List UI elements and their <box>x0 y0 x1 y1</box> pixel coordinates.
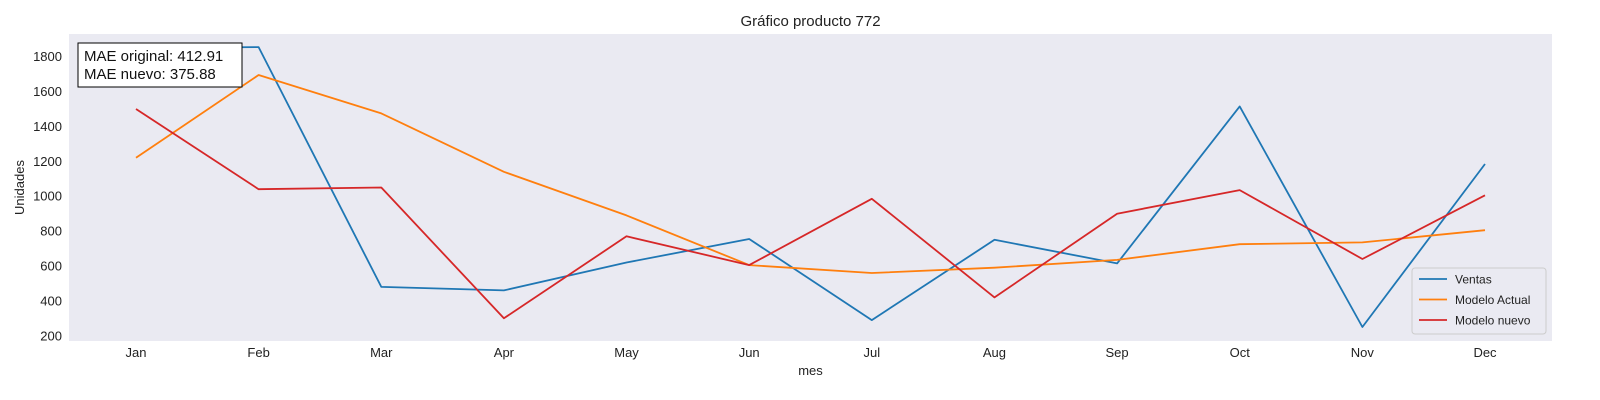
y-tick-label: 1600 <box>33 84 62 99</box>
x-axis-label: mes <box>798 363 823 378</box>
x-tick-label: Jan <box>126 345 147 360</box>
y-axis-ticks: 200 400 600 800 1000 1200 1400 1600 1800 <box>33 49 62 343</box>
series-line-modelo-actual <box>135 74 1486 274</box>
legend-label-modelo-actual: Modelo Actual <box>1455 293 1530 307</box>
x-tick-label: Sep <box>1106 345 1129 360</box>
y-tick-label: 200 <box>40 328 62 343</box>
x-tick-label: Feb <box>247 345 269 360</box>
y-tick-label: 600 <box>40 258 62 273</box>
x-tick-label: Aug <box>983 345 1006 360</box>
series-lines <box>135 46 1486 328</box>
y-tick-label: 800 <box>40 224 62 239</box>
legend-label-ventas: Ventas <box>1455 273 1492 287</box>
x-tick-label: Mar <box>370 345 393 360</box>
y-tick-label: 1800 <box>33 49 62 64</box>
x-tick-label: Dec <box>1473 345 1497 360</box>
x-tick-label: Jul <box>864 345 881 360</box>
legend: Ventas Modelo Actual Modelo nuevo <box>1411 267 1547 335</box>
legend-box <box>1411 267 1547 335</box>
legend-label-modelo-nuevo: Modelo nuevo <box>1455 314 1531 328</box>
y-tick-label: 1400 <box>33 119 62 134</box>
mae-annotation-box <box>77 42 243 88</box>
mae-annotation: MAE original: 412.91 MAE nuevo: 375.88 <box>77 42 243 88</box>
x-tick-label: Oct <box>1230 345 1251 360</box>
mae-original-text: MAE original: 412.91 <box>84 48 223 65</box>
x-tick-label: Nov <box>1351 345 1375 360</box>
x-tick-label: Apr <box>494 345 515 360</box>
series-line-ventas <box>135 46 1486 328</box>
x-tick-label: May <box>614 345 639 360</box>
y-tick-label: 1000 <box>33 189 62 204</box>
x-tick-label: Jun <box>739 345 760 360</box>
chart-title: Gráfico producto 772 <box>740 13 880 30</box>
y-axis-label: Unidades <box>12 160 27 215</box>
y-tick-label: 400 <box>40 293 62 308</box>
y-tick-label: 1200 <box>33 154 62 169</box>
plot-area <box>69 34 1552 341</box>
mae-nuevo-text: MAE nuevo: 375.88 <box>84 66 216 83</box>
x-axis-ticks: Jan Feb Mar Apr May Jun Jul Aug Sep Oct Nov Dec <box>126 345 1498 360</box>
series-line-modelo-nuevo <box>135 108 1486 320</box>
